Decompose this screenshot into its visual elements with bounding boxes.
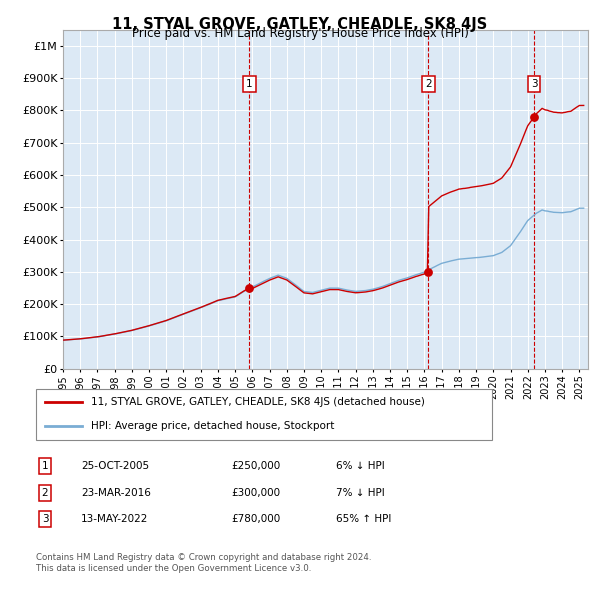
Text: 3: 3 [41, 514, 49, 524]
Text: 2: 2 [425, 79, 432, 88]
Text: HPI: Average price, detached house, Stockport: HPI: Average price, detached house, Stoc… [91, 421, 334, 431]
Text: 25-OCT-2005: 25-OCT-2005 [81, 461, 149, 471]
Text: 23-MAR-2016: 23-MAR-2016 [81, 488, 151, 497]
Text: 13-MAY-2022: 13-MAY-2022 [81, 514, 148, 524]
Text: 3: 3 [531, 79, 538, 88]
Text: 65% ↑ HPI: 65% ↑ HPI [336, 514, 391, 524]
Point [245, 283, 254, 293]
Text: £780,000: £780,000 [231, 514, 280, 524]
Text: 1: 1 [41, 461, 49, 471]
Text: This data is licensed under the Open Government Licence v3.0.: This data is licensed under the Open Gov… [36, 565, 311, 573]
Point [529, 112, 539, 122]
Text: Contains HM Land Registry data © Crown copyright and database right 2024.: Contains HM Land Registry data © Crown c… [36, 553, 371, 562]
Text: £300,000: £300,000 [231, 488, 280, 497]
FancyBboxPatch shape [36, 389, 492, 440]
Text: Price paid vs. HM Land Registry's House Price Index (HPI): Price paid vs. HM Land Registry's House … [131, 27, 469, 40]
Text: £250,000: £250,000 [231, 461, 280, 471]
Text: 6% ↓ HPI: 6% ↓ HPI [336, 461, 385, 471]
Text: 11, STYAL GROVE, GATLEY, CHEADLE, SK8 4JS: 11, STYAL GROVE, GATLEY, CHEADLE, SK8 4J… [112, 17, 488, 31]
Text: 11, STYAL GROVE, GATLEY, CHEADLE, SK8 4JS (detached house): 11, STYAL GROVE, GATLEY, CHEADLE, SK8 4J… [91, 397, 425, 407]
Text: 1: 1 [246, 79, 253, 88]
Text: 2: 2 [41, 488, 49, 497]
Text: 7% ↓ HPI: 7% ↓ HPI [336, 488, 385, 497]
Point [424, 267, 433, 277]
